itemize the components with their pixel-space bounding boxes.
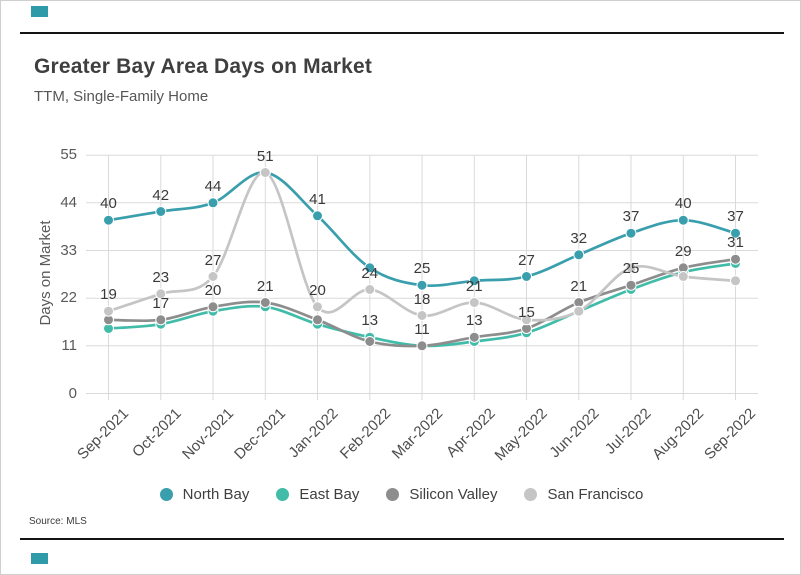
series-point-san-francisco — [468, 297, 480, 308]
series-point-north-bay — [155, 206, 167, 217]
series-point-north-bay — [521, 271, 532, 282]
legend-dot-icon — [159, 488, 173, 501]
series-point-san-francisco — [312, 301, 323, 313]
legend-label: San Francisco — [547, 486, 644, 503]
legend-item-east-bay: East Bay — [276, 486, 359, 503]
legend-item-north-bay: North Bay — [159, 486, 250, 503]
legend: North Bay East Bay Silicon Valley San Franc… — [1, 486, 800, 503]
accent-square-top — [31, 6, 48, 17]
series-point-san-francisco — [730, 275, 741, 287]
series-point-silicon-valley — [155, 314, 167, 326]
series-point-north-bay — [207, 197, 219, 209]
series-point-silicon-valley — [259, 297, 271, 308]
legend-dot-icon — [386, 488, 400, 501]
accent-square-bottom — [31, 553, 48, 564]
series-point-san-francisco — [573, 305, 585, 317]
series-point-north-bay — [468, 275, 480, 287]
legend-label: Silicon Valley — [409, 486, 498, 503]
series-point-north-bay — [625, 227, 637, 239]
series-point-san-francisco — [259, 167, 271, 178]
series-point-san-francisco — [207, 271, 219, 282]
legend-label: East Bay — [299, 486, 360, 503]
series-point-silicon-valley — [207, 301, 219, 313]
legend-label: North Bay — [182, 486, 250, 503]
series-point-silicon-valley — [625, 279, 637, 291]
series-point-san-francisco — [521, 314, 532, 326]
legend-dot-icon — [276, 488, 290, 501]
series-point-north-bay — [730, 227, 741, 239]
series-point-north-bay — [573, 249, 585, 261]
series-point-silicon-valley — [312, 314, 323, 326]
bottom-rule — [20, 538, 784, 540]
legend-dot-icon — [524, 488, 538, 501]
series-point-north-bay — [416, 279, 428, 291]
source-note: Source: MLS — [29, 516, 87, 527]
series-point-san-francisco — [677, 271, 689, 282]
series-point-san-francisco — [625, 262, 637, 274]
series-point-north-bay — [312, 210, 323, 222]
chart-subtitle: TTM, Single-Family Home — [34, 88, 209, 105]
series-point-silicon-valley — [364, 336, 376, 347]
legend-item-silicon-valley: Silicon Valley — [386, 486, 497, 503]
series-point-north-bay — [103, 214, 114, 226]
series-point-san-francisco — [364, 284, 376, 295]
series-point-san-francisco — [103, 305, 114, 317]
chart-title: Greater Bay Area Days on Market — [34, 55, 373, 78]
series-point-silicon-valley — [730, 253, 741, 265]
series-point-silicon-valley — [468, 331, 480, 343]
series-point-san-francisco — [155, 288, 167, 300]
top-rule — [20, 32, 784, 34]
legend-item-san-francisco: San Francisco — [524, 486, 643, 503]
series-point-silicon-valley — [416, 340, 428, 352]
series-point-san-francisco — [416, 310, 428, 321]
series-point-north-bay — [677, 214, 689, 226]
series-point-north-bay — [364, 262, 376, 274]
